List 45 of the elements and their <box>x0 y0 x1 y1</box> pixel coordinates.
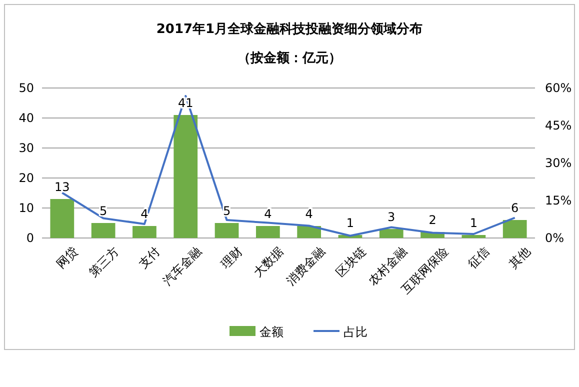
x-tick-label: 区块链 <box>333 244 369 280</box>
bar <box>502 220 527 238</box>
data-label: 4 <box>264 207 272 221</box>
bar <box>132 226 156 238</box>
data-label: 3 <box>388 210 396 224</box>
bar <box>50 199 74 238</box>
x-tick-label: 征信 <box>465 244 492 272</box>
legend-label: 金额 <box>260 325 284 339</box>
y2-tick-label: 15% <box>545 193 572 208</box>
data-label: 5 <box>99 204 108 218</box>
bar <box>256 226 280 238</box>
x-tick-label: 消费金融 <box>284 244 328 288</box>
data-label: 13 <box>54 180 70 194</box>
data-label: 2 <box>428 213 436 227</box>
y2-tick-label: 60% <box>545 80 572 95</box>
y-tick-label: 50 <box>18 80 34 95</box>
x-tick-label: 汽车金融 <box>160 244 204 288</box>
data-label: 6 <box>511 201 519 215</box>
chart-subtitle: （按金额：亿元） <box>238 50 342 66</box>
x-tick-label: 支付 <box>136 244 163 272</box>
x-tick-label: 其他 <box>506 244 534 272</box>
bar <box>297 226 322 238</box>
x-tick-label: 理财 <box>218 244 246 272</box>
y-tick-label: 0 <box>26 230 34 245</box>
y2-tick-label: 0% <box>545 230 564 245</box>
y2-tick-label: 45% <box>545 118 572 132</box>
x-tick-label: 大数据 <box>250 244 286 280</box>
chart-title: 2017年1月全球金融科技投融资细分领域分布 <box>156 21 423 37</box>
data-label: 1 <box>470 216 478 230</box>
y2-tick-label: 30% <box>545 156 572 170</box>
legend-label: 占比 <box>344 325 368 339</box>
bar <box>462 235 486 238</box>
bar <box>214 223 239 238</box>
data-label: 5 <box>222 204 231 218</box>
x-tick-label: 第三方 <box>86 244 122 280</box>
bar <box>91 223 116 238</box>
bar <box>379 229 404 238</box>
y-tick-label: 40 <box>18 110 34 125</box>
data-label: 1 <box>346 216 354 230</box>
y-tick-label: 20 <box>18 170 34 185</box>
x-tick-label: 网贷 <box>54 244 81 272</box>
data-label: 4 <box>305 207 313 221</box>
y-tick-label: 30 <box>18 140 34 155</box>
bar <box>174 115 198 238</box>
y-tick-label: 10 <box>18 200 34 215</box>
